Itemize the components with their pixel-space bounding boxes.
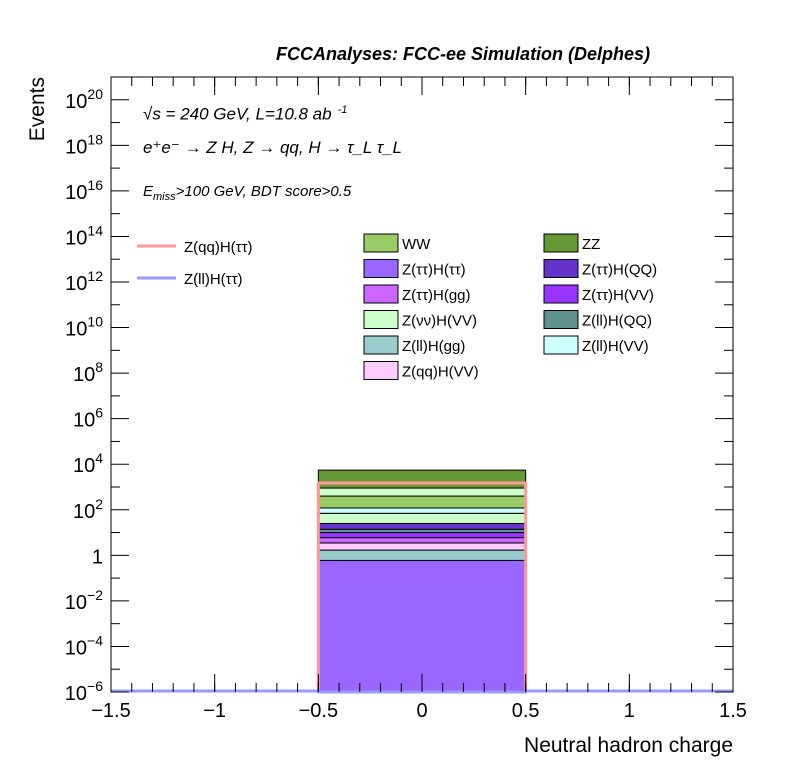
y-tick-label-4: 102: [73, 496, 103, 523]
x-tick-label-0: −1.5: [91, 700, 130, 722]
legend-box-label-4: Z(ττ)H(gg): [402, 287, 471, 304]
y-tick-label-7: 108: [73, 359, 103, 386]
selection-label: Emiss>100 GeV, BDT score>0.5: [143, 183, 352, 203]
y-tick-label-9: 1012: [65, 268, 103, 295]
y-tick-label-2: 10−2: [65, 587, 103, 614]
legend-box-0: [363, 233, 399, 253]
stack-bar-9: [317, 495, 527, 509]
legend-line-label-1: Z(ll)H(ττ): [184, 271, 243, 288]
y-tick-label-0: 10−6: [65, 678, 103, 705]
y-tick-label-8: 1010: [65, 314, 103, 341]
legend-box-label-10: Z(qq)H(VV): [402, 364, 479, 381]
x-tick-label-3: 0: [416, 700, 427, 722]
x-tick-label-5: 1: [624, 700, 635, 722]
legend-box-label-2: Z(ττ)H(ττ): [402, 262, 466, 279]
x-tick-label-4: 0.5: [512, 700, 540, 722]
legend-box-label-0: WW: [402, 236, 431, 253]
y-tick-label-13: 1020: [65, 86, 103, 113]
y-tick-label-6: 106: [73, 405, 103, 432]
process-label: e⁺e⁻ → Z H, Z → qq, H → τ_L τ_L: [143, 138, 402, 157]
legend-box-label-8: Z(ll)H(gg): [402, 338, 465, 355]
legend-box-label-5: Z(ττ)H(VV): [582, 287, 654, 304]
stack-bar-2: [317, 542, 527, 551]
legend-box-9: [543, 335, 579, 355]
x-tick-label-6: 1.5: [719, 700, 747, 722]
legend-box-6: [363, 310, 399, 329]
legend-box-4: [363, 284, 399, 304]
legend-box-1: [543, 233, 579, 253]
stack-bar-7: [317, 512, 527, 524]
stack-bar-8: [317, 507, 527, 514]
legend-box-label-7: Z(ll)H(QQ): [582, 313, 652, 330]
y-tick-label-5: 104: [73, 450, 103, 477]
x-tick-label-1: −1: [203, 700, 226, 722]
legend-box-label-1: ZZ: [582, 236, 600, 253]
legend-box-label-6: Z(νν)H(VV): [402, 313, 477, 330]
stack-bar-11: [317, 469, 527, 489]
legend-box-10: [363, 361, 399, 380]
stack-bar-0: [317, 559, 527, 693]
x-tick-label-2: −0.5: [299, 700, 338, 722]
y-tick-label-10: 1014: [65, 222, 103, 249]
legend-box-label-3: Z(ττ)H(QQ): [582, 262, 657, 279]
legend-box-2: [363, 259, 399, 278]
y-tick-label-12: 1018: [65, 131, 103, 158]
y-axis-title: Events: [26, 77, 49, 141]
stack-bar-6: [317, 522, 527, 530]
stack-bar-4: [317, 532, 527, 539]
stack-bar-1: [317, 549, 527, 561]
legend-box-5: [543, 284, 579, 304]
energy-lumi-label: √s = 240 GeV, L=10.8 ab -1: [143, 104, 348, 124]
x-axis-title: Neutral hadron charge: [524, 734, 733, 757]
stack-bar-10: [317, 487, 527, 497]
stack-bar-3: [317, 537, 527, 544]
legend-box-8: [363, 335, 399, 355]
legend-line-label-0: Z(qq)H(ττ): [184, 239, 253, 256]
legend-box-7: [543, 310, 579, 329]
y-tick-label-1: 10−4: [65, 632, 103, 659]
legend-box-label-9: Z(ll)H(VV): [582, 338, 649, 355]
plot-header: FCCAnalyses: FCC-ee Simulation (Delphes): [276, 44, 651, 64]
y-tick-label-3: 1: [92, 546, 103, 568]
legend-box-3: [543, 259, 579, 278]
y-tick-label-11: 1016: [65, 177, 103, 204]
